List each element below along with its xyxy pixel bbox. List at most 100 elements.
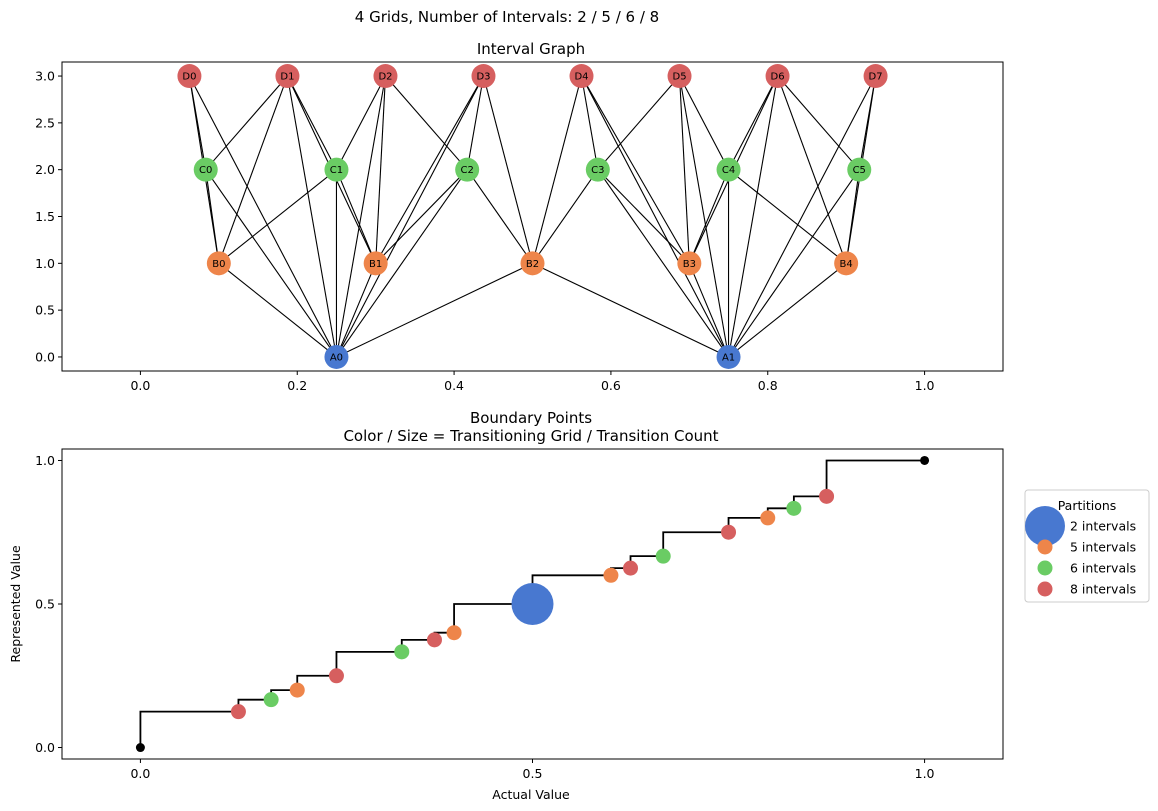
boundary-point-10 [655,548,671,564]
boundary-point-1 [263,692,279,708]
edge-B2-D3 [482,75,534,264]
node-label-C4: C4 [722,165,735,176]
y-tick-label: 0.0 [35,349,55,364]
node-label-D4: D4 [574,72,588,83]
boundary-point-14 [819,488,835,504]
x-tick-label: 0.4 [444,378,464,393]
node-label-A0: A0 [330,352,343,363]
y-tick-label: 0.0 [35,740,55,755]
node-label-D2: D2 [378,72,392,83]
node-D0 [177,64,202,89]
node-B4 [834,251,859,276]
legend-label: 2 intervals [1070,519,1136,534]
boundary-point-13 [786,500,802,516]
y-tick-label: 1.0 [35,256,55,271]
edge-C4-D5 [679,75,730,170]
edge-A1-B2 [532,262,729,358]
node-D7 [863,64,888,89]
node-C0 [193,157,218,182]
legend-marker-A [1025,506,1065,546]
edge-B4-C4 [728,169,847,264]
edge-C1-D2 [335,75,386,170]
node-label-C2: C2 [460,165,473,176]
edge-C0-D0 [188,75,207,170]
edge-B1-C2 [375,169,468,264]
legend-marker-B [1037,539,1053,555]
boundary-points-ticks: 0.0 0.5 1.0 0.0 0.5 1.0 [35,453,934,781]
node-label-C5: C5 [853,165,866,176]
legend: Partitions 2 intervals 5 intervals 6 inter… [1024,489,1150,603]
boundary-points-frame [61,448,1004,760]
edge-A1-B3 [688,263,730,358]
endpoint-1 [920,455,930,465]
edge-B3-C4 [688,169,730,264]
y-tick-label: 1.0 [35,453,55,468]
node-label-C3: C3 [591,165,604,176]
boundary-point-2 [289,682,305,698]
boundary-points-axes: Boundary Points Color / Size = Transitio… [8,409,1004,802]
node-label-B1: B1 [369,259,382,270]
node-C5 [847,157,872,182]
edge-B0-C1 [218,169,337,264]
node-D5 [667,64,692,89]
edge-A0-D2 [335,75,387,358]
interval-graph-ticks: 0.0 0.2 0.4 0.6 0.8 1.0 0.0 0.5 1.0 1.5 2.0 2.5 3.0 [35,69,934,393]
edge-C0-D1 [205,75,288,171]
boundary-points-subtitle: Color / Size = Transitioning Grid / Tran… [343,427,718,445]
x-tick-label: 0.2 [287,378,307,393]
node-A1 [716,344,741,369]
node-label-D5: D5 [673,72,687,83]
node-C4 [716,157,741,182]
node-B3 [677,251,702,276]
edge-C2-D3 [466,75,485,170]
x-tick-label: 1.0 [915,766,935,781]
edge-B1-D2 [375,76,387,264]
edge-A1-D5 [678,75,730,358]
boundary-point-12 [760,510,776,526]
edge-B4-D6 [777,75,847,264]
y-tick-label: 0.5 [35,303,55,318]
edge-B3-D4 [581,75,690,264]
edge-C5-D6 [777,75,860,171]
boundary-point-0 [230,704,246,720]
edge-A1-C5 [728,169,860,358]
interval-graph-frame [61,61,1004,372]
y-axis-label: Represented Value [8,545,23,663]
node-label-B0: B0 [212,259,225,270]
x-axis-label: Actual Value [492,787,570,802]
y-tick-label: 0.5 [35,597,55,612]
node-label-C0: C0 [199,165,212,176]
node-D1 [275,64,300,89]
edge-A0-B1 [335,263,377,358]
legend-label: 6 intervals [1070,561,1136,576]
edge-A1-D4 [581,75,730,358]
edge-C3-D5 [597,75,680,171]
node-label-C1: C1 [330,165,343,176]
node-label-D1: D1 [280,72,294,83]
edge-C1-D1 [286,75,337,170]
node-label-D6: D6 [771,72,785,83]
boundary-point-4 [394,644,410,660]
legend-marker-C [1037,560,1053,576]
x-tick-label: 0.8 [758,378,778,393]
edge-C3-D4 [580,75,599,170]
node-label-D0: D0 [182,72,196,83]
endpoint-0 [135,743,145,753]
y-tick-label: 3.0 [35,69,55,84]
edge-A1-D7 [728,75,877,358]
node-D3 [471,64,496,89]
y-tick-label: 2.5 [35,115,55,130]
edge-C2-D2 [385,75,468,171]
node-D2 [373,64,398,89]
edge-A0-B0 [218,262,337,358]
boundary-point-7 [511,583,554,625]
edge-A0-D0 [188,75,337,358]
edge-B3-D5 [678,76,690,264]
edge-A0-C0 [205,169,337,358]
node-label-B3: B3 [683,259,696,270]
edge-A1-D6 [727,75,779,358]
legend-title: Partitions [1058,498,1117,513]
y-tick-label: 2.0 [35,162,55,177]
node-label-D3: D3 [476,72,490,83]
